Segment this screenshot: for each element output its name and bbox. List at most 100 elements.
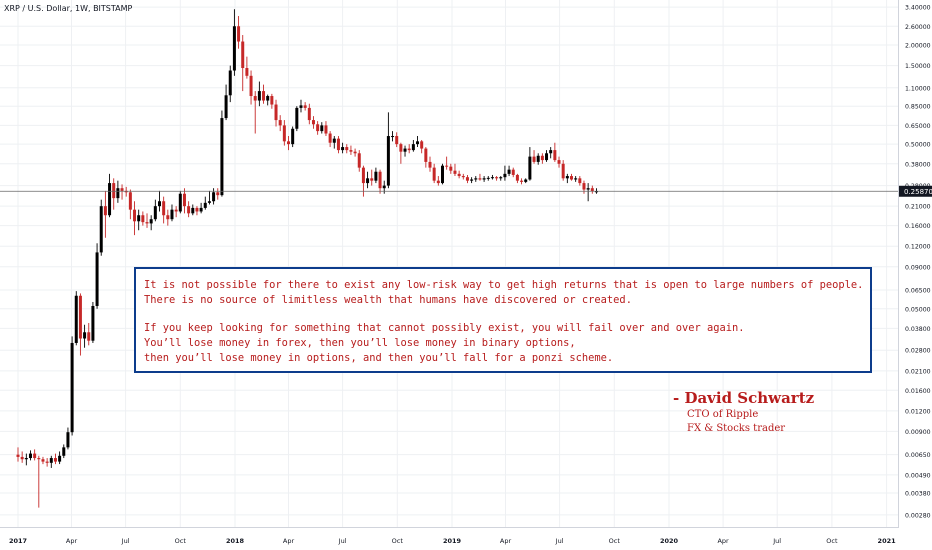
y-tick-label: 0.21000 [905, 204, 931, 211]
candle-body-down [45, 461, 49, 463]
candle-body-up [482, 178, 486, 180]
x-tick-label: 2018 [226, 537, 245, 545]
candle-body-down [174, 209, 178, 212]
candle-body-up [545, 153, 549, 161]
quote-line-4: You’ll lose money in forex, then you’ll … [144, 337, 576, 349]
candle-body-down [520, 180, 524, 182]
candle-body-down [582, 183, 586, 190]
x-tick-label: 2017 [9, 537, 27, 545]
candle-body-up [266, 96, 270, 101]
candle-body-down [216, 192, 220, 196]
candle-body-up [470, 179, 474, 181]
y-tick-label: 0.01600 [905, 388, 931, 395]
x-tick-label: Apr [66, 537, 78, 545]
candle-body-up [549, 150, 553, 154]
candle-body-down [287, 141, 291, 145]
time-axis[interactable]: 2017 Apr Jul Oct 2018 Apr Jul Oct 2019 Apr Jul Oct 2… [9, 537, 896, 545]
quote-line-3: If you keep looking for something that c… [144, 322, 745, 334]
candle-body-down [478, 178, 482, 180]
candle-body-down [457, 173, 461, 177]
x-tick-label: Oct [826, 537, 838, 545]
candle-body-down [237, 26, 241, 42]
y-tick-label: 0.65000 [905, 123, 931, 130]
quote-box: It is not possible for there to exist an… [134, 267, 872, 373]
y-tick-label: 0.00280 [905, 512, 931, 519]
candle-body-up [74, 295, 78, 343]
y-tick-label: 3.40000 [905, 5, 931, 12]
candle-body-down [436, 180, 440, 184]
candle-body-up [411, 144, 415, 151]
candle-body-up [391, 136, 395, 138]
quote-author: - David Schwartz [673, 389, 815, 407]
candle-body-up [220, 118, 224, 196]
candle-body-up [536, 155, 540, 162]
y-tick-label: 0.02800 [905, 348, 931, 355]
y-tick-label: 1.50000 [905, 63, 931, 70]
candle-body-up [203, 202, 207, 208]
y-tick-label: 0.50000 [905, 142, 931, 149]
candle-body-up [374, 171, 378, 181]
candle-body-down [249, 75, 253, 97]
candle-body-down [41, 459, 45, 462]
candle-body-down [328, 133, 332, 143]
candle-body-down [378, 171, 382, 189]
candle-body-down [361, 167, 365, 184]
candle-body-up [108, 183, 112, 216]
x-tick-label: Oct [392, 537, 404, 545]
candle-body-down [324, 125, 328, 134]
candle-body-up [95, 252, 99, 306]
candle-body-down [407, 148, 411, 151]
candle-body-down [532, 156, 536, 162]
candle-body-down [511, 169, 515, 175]
candle-body-down [432, 167, 436, 181]
candle-body-down [274, 104, 278, 121]
candle-body-up [149, 219, 153, 224]
candle-body-up [62, 447, 66, 456]
quote-line-5: then you’ll lose money in options, and t… [144, 352, 614, 364]
candle-body-up [207, 201, 211, 203]
y-tick-label: 0.09000 [905, 264, 931, 271]
candle-body-up [137, 215, 141, 222]
candlestick-series [16, 9, 598, 508]
quote-line-2: There is no source of limitless wealth t… [144, 294, 632, 306]
candle-body-up [299, 105, 303, 108]
x-tick-label: Jul [772, 537, 781, 545]
x-tick-label: Oct [175, 537, 187, 545]
candle-body-down [33, 453, 37, 459]
y-tick-label: 2.60000 [905, 24, 931, 31]
candle-body-up [70, 342, 74, 433]
quote-line-1: It is not possible for there to exist an… [144, 279, 864, 291]
candle-body-up [403, 148, 407, 152]
price-axis[interactable]: 3.40000 2.60000 2.00000 1.50000 1.10000 0.850… [905, 5, 931, 520]
candle-body-down [166, 215, 170, 220]
candle-body-up [574, 178, 578, 180]
x-tick-label: 2019 [443, 537, 462, 545]
candle-body-up [524, 179, 528, 182]
candle-body-down [133, 209, 137, 222]
y-tick-label: 0.00380 [905, 491, 931, 498]
candle-body-down [453, 170, 457, 174]
candle-body-down [270, 96, 274, 105]
candle-body-down [141, 215, 145, 223]
candle-body-down [349, 150, 353, 152]
candle-body-down [241, 41, 245, 69]
candle-body-down [162, 201, 166, 216]
candle-body-down [557, 160, 561, 164]
candle-body-down [112, 183, 116, 199]
candle-body-up [178, 193, 182, 212]
candle-body-up [224, 95, 228, 119]
candle-body-down [569, 176, 573, 180]
candle-body-up [486, 177, 490, 179]
candle-body-up [170, 209, 174, 220]
y-tick-label: 2.00000 [905, 43, 931, 50]
candle-body-down [345, 147, 349, 151]
candle-body-up [386, 136, 390, 186]
candle-body-down [399, 144, 403, 152]
candle-body-down [120, 188, 124, 191]
candle-body-down [590, 188, 594, 192]
candle-body-down [195, 207, 199, 212]
candle-body-down [37, 458, 41, 460]
y-tick-label: 0.12000 [905, 244, 931, 251]
candle-body-down [182, 193, 186, 207]
